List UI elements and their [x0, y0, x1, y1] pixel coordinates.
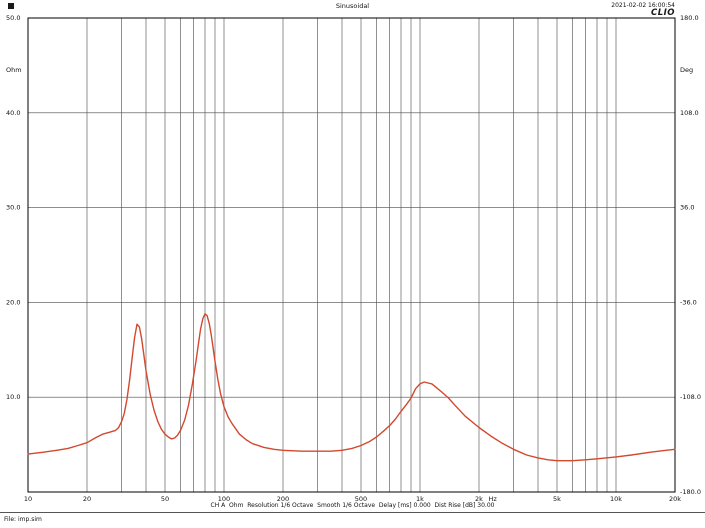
x-tick-label: 20k [669, 495, 681, 503]
clio-logo: CLIO [650, 8, 675, 18]
y-left-tick-label: 50.0 [6, 14, 20, 22]
grid [28, 18, 675, 492]
x-axis-unit: Hz [489, 495, 498, 503]
impedance-curve [27, 313, 676, 462]
footer-divider [0, 512, 705, 513]
y-left-tick-label: 20.0 [6, 298, 20, 306]
y-right-tick-label: 36.0 [680, 204, 694, 212]
x-tick-label: 2k [475, 495, 483, 503]
y-right-tick-label: 108.0 [680, 109, 699, 117]
y-left-unit: Ohm [6, 66, 22, 74]
x-tick-label: 10 [24, 495, 32, 503]
measurement-settings: CH A Ohm Resolution 1/6 Octave Smooth 1/… [210, 502, 495, 509]
y-right-tick-label: -108.0 [680, 393, 701, 401]
x-tick-label: 5k [553, 495, 561, 503]
y-right-tick-label: -180.0 [680, 488, 701, 496]
x-tick-label: 100 [218, 495, 230, 503]
y-left-tick-label: 10.0 [6, 393, 20, 401]
file-name-label: File: imp.sim [4, 516, 42, 523]
y-right-unit: Deg [680, 66, 693, 74]
x-tick-label: 1k [416, 495, 424, 503]
x-tick-label: 200 [277, 495, 289, 503]
y-right-tick-label: 180.0 [680, 14, 699, 22]
x-tick-label: 500 [355, 495, 367, 503]
timestamp: 2021-02-02 16:00:54 [611, 2, 675, 9]
y-left-tick-label: 30.0 [6, 204, 20, 212]
y-left-tick-label: 40.0 [6, 109, 20, 117]
x-tick-label: 20 [83, 495, 91, 503]
app-icon [8, 3, 14, 9]
plot-border [27, 17, 676, 493]
y-right-tick-label: -36.0 [680, 298, 697, 306]
chart-title: Sinusoidal [335, 2, 370, 10]
x-tick-label: 50 [161, 495, 169, 503]
x-tick-label: 10k [610, 495, 622, 503]
